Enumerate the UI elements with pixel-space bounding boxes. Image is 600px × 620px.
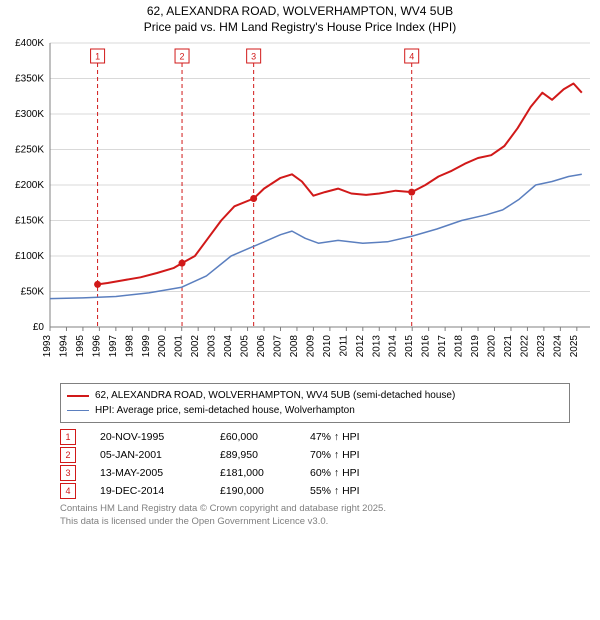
svg-text:2006: 2006 (256, 335, 267, 358)
svg-text:2005: 2005 (240, 335, 251, 358)
svg-text:2013: 2013 (371, 335, 382, 358)
sale-pct: 60% ↑ HPI (310, 467, 400, 479)
sale-marker-number: 3 (60, 465, 76, 481)
svg-text:£250K: £250K (15, 145, 44, 156)
svg-text:2007: 2007 (272, 335, 283, 358)
svg-text:£400K: £400K (15, 38, 44, 49)
sale-row: 2 05-JAN-2001£89,95070% ↑ HPI (60, 447, 570, 463)
sale-date: 13-MAY-2005 (100, 467, 220, 479)
svg-text:1: 1 (95, 52, 100, 62)
sale-date: 20-NOV-1995 (100, 431, 220, 443)
svg-text:£50K: £50K (21, 287, 45, 298)
svg-text:£200K: £200K (15, 180, 44, 191)
svg-text:2001: 2001 (174, 335, 185, 358)
sale-price: £89,950 (220, 449, 310, 461)
sale-row: 3 13-MAY-2005£181,00060% ↑ HPI (60, 465, 570, 481)
sale-price: £60,000 (220, 431, 310, 443)
svg-text:3: 3 (251, 52, 256, 62)
svg-text:1995: 1995 (75, 335, 86, 358)
svg-text:£350K: £350K (15, 74, 44, 85)
svg-text:2000: 2000 (157, 335, 168, 358)
sale-marker-number: 2 (60, 447, 76, 463)
chart-title: 62, ALEXANDRA ROAD, WOLVERHAMPTON, WV4 5… (0, 0, 600, 37)
svg-text:2004: 2004 (223, 335, 234, 358)
sale-date: 05-JAN-2001 (100, 449, 220, 461)
sale-pct: 70% ↑ HPI (310, 449, 400, 461)
svg-text:£150K: £150K (15, 216, 44, 227)
legend-label-hpi: HPI: Average price, semi-detached house,… (95, 403, 355, 418)
sale-date: 19-DEC-2014 (100, 485, 220, 497)
svg-text:1998: 1998 (124, 335, 135, 358)
sale-price: £190,000 (220, 485, 310, 497)
svg-text:2025: 2025 (569, 335, 580, 358)
svg-text:2014: 2014 (388, 335, 399, 358)
legend-item-price: 62, ALEXANDRA ROAD, WOLVERHAMPTON, WV4 5… (67, 388, 563, 403)
legend-swatch-price (67, 395, 89, 397)
svg-text:2022: 2022 (519, 335, 530, 358)
svg-text:£300K: £300K (15, 109, 44, 120)
svg-text:£0: £0 (33, 322, 45, 333)
svg-text:2018: 2018 (454, 335, 465, 358)
sales-table: 1 20-NOV-1995£60,00047% ↑ HPI 2 05-JAN-2001… (60, 429, 570, 499)
svg-text:1997: 1997 (108, 335, 119, 358)
svg-text:2017: 2017 (437, 335, 448, 358)
footnote: Contains HM Land Registry data © Crown c… (60, 503, 570, 528)
svg-text:2: 2 (180, 52, 185, 62)
svg-text:1993: 1993 (42, 335, 53, 358)
price-chart: £0 £50K £100K £150K £200K £250K £300K £350K £400… (0, 37, 600, 377)
svg-text:2008: 2008 (289, 335, 300, 358)
svg-text:2020: 2020 (487, 335, 498, 358)
svg-text:2024: 2024 (552, 335, 563, 358)
chart-svg: £0 £50K £100K £150K £200K £250K £300K £350K £400… (0, 37, 600, 377)
sale-marker-number: 4 (60, 483, 76, 499)
sale-marker-number: 1 (60, 429, 76, 445)
svg-text:2019: 2019 (470, 335, 481, 358)
svg-text:1996: 1996 (91, 335, 102, 358)
svg-text:4: 4 (409, 52, 414, 62)
svg-text:2016: 2016 (421, 335, 432, 358)
sale-pct: 47% ↑ HPI (310, 431, 400, 443)
legend: 62, ALEXANDRA ROAD, WOLVERHAMPTON, WV4 5… (60, 383, 570, 423)
svg-text:2009: 2009 (305, 335, 316, 358)
legend-swatch-hpi (67, 410, 89, 411)
svg-text:£100K: £100K (15, 251, 44, 262)
svg-text:2021: 2021 (503, 335, 514, 358)
svg-text:2011: 2011 (338, 335, 349, 357)
svg-text:2003: 2003 (207, 335, 218, 358)
svg-text:2002: 2002 (190, 335, 201, 358)
svg-text:2010: 2010 (322, 335, 333, 358)
footnote-line-2: This data is licensed under the Open Gov… (60, 516, 328, 527)
legend-item-hpi: HPI: Average price, semi-detached house,… (67, 403, 563, 418)
sale-row: 4 19-DEC-2014£190,00055% ↑ HPI (60, 483, 570, 499)
svg-text:1994: 1994 (58, 335, 69, 358)
svg-text:2023: 2023 (536, 335, 547, 358)
svg-text:1999: 1999 (141, 335, 152, 358)
footnote-line-1: Contains HM Land Registry data © Crown c… (60, 503, 386, 514)
sale-row: 1 20-NOV-1995£60,00047% ↑ HPI (60, 429, 570, 445)
sale-pct: 55% ↑ HPI (310, 485, 400, 497)
title-line-2: Price paid vs. HM Land Registry's House … (144, 20, 456, 34)
title-line-1: 62, ALEXANDRA ROAD, WOLVERHAMPTON, WV4 5… (147, 4, 453, 18)
sale-price: £181,000 (220, 467, 310, 479)
svg-text:2012: 2012 (355, 335, 366, 358)
legend-label-price: 62, ALEXANDRA ROAD, WOLVERHAMPTON, WV4 5… (95, 388, 455, 403)
svg-text:2015: 2015 (404, 335, 415, 358)
